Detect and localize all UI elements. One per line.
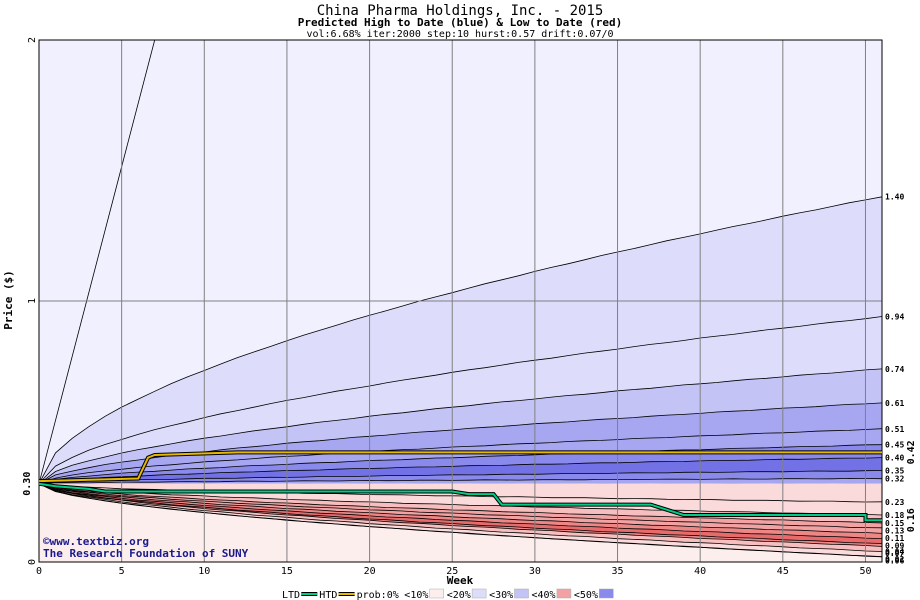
band-end-label: 0.94 [885,313,904,322]
chart-subtitle: Predicted High to Date (blue) & Low to D… [298,16,623,29]
band-end-label: 0.40 [885,454,904,463]
legend-label: <30% [489,590,513,600]
band-end-label: 0.23 [885,498,904,507]
ltd-end-label: 0.16 [906,508,917,532]
chart-params: vol:6.68% iter:2000 step:10 hurst:0.57 d… [306,29,613,40]
upper-outlier-line [38,39,156,484]
legend-label: <50% [574,590,598,600]
band-end-label: 0.35 [885,467,904,476]
y-tick-label: 0 [27,559,38,565]
lower-band-4 [39,483,882,534]
upper-band-8 [39,478,882,484]
x-tick-label: 35 [612,566,624,577]
htd-line [38,451,882,483]
legend: LTD HTD prob:0% <10% <20% <30% <40% <50% [282,588,614,600]
legend-swatch [429,588,444,599]
upper-band-1 [39,316,882,484]
legend-label: <10% [404,590,428,600]
legend-swatch [556,588,572,599]
lower-band-line-6 [38,483,883,544]
upper-band-3 [39,402,882,484]
x-tick-label: 5 [119,566,125,577]
upper-band-line-6 [38,457,883,484]
lower-band-line-4 [38,483,883,534]
band-end-label: 0.06 [885,556,904,565]
x-tick-label: 20 [364,566,376,577]
band-end-label: 0.02 [885,555,904,564]
legend-label: <40% [532,590,556,600]
upper-band-5 [39,444,882,484]
lower-band-line-1 [38,483,883,516]
plot-frame [38,39,883,563]
upper-band-0 [39,196,882,484]
upper-band-line-5 [38,444,883,485]
x-tick-label: 10 [198,566,210,577]
y-axis-label: Price ($) [2,270,15,330]
band-end-label: 0.61 [885,399,904,408]
x-tick-label: 30 [529,566,541,577]
x-tick-label: 15 [281,566,293,577]
upper-band-line-4 [38,428,883,484]
chart-title: China Pharma Holdings, Inc. - 2015 [317,3,604,19]
legend-swatch [514,588,529,599]
upper-band-4 [39,428,882,484]
band-end-label: 0.74 [885,365,904,374]
lower-band-6 [39,483,882,544]
band-end-label: 0.11 [885,534,904,543]
band-end-label: 0.32 [885,474,904,483]
y-tick-label: 1 [27,298,38,304]
credit-website: ©www.textbiz.org [43,535,149,548]
upper-band-line-2 [38,368,883,485]
band-end-label: 0.04 [885,548,904,557]
y-tick-label: 2 [27,37,38,43]
credit-organization: The Research Foundation of SUNY [43,547,249,560]
band-end-label: 0.15 [885,519,904,528]
htd-end-label: 0.42 [906,440,917,464]
legend-label: LTD [282,590,300,600]
upper-band-line-1 [38,316,883,484]
x-axis-label: Week [447,574,474,587]
x-tick-label: 40 [694,566,706,577]
lower-band-line-3 [38,483,883,529]
legend-label: <20% [447,590,471,600]
ltd-line [38,482,882,522]
lower-band-1 [39,483,882,515]
legend-label: prob:0% [357,590,399,600]
legend-swatch [471,588,487,599]
lower-band-3 [39,483,882,528]
lower-band-line-7 [38,483,883,547]
band-end-label: 0.13 [885,526,904,535]
band-end-label: 1.40 [885,193,904,202]
x-tick-label: 0 [36,566,42,577]
legend-label: HTD [319,590,337,600]
band-end-label: 0.07 [885,549,904,558]
upper-band-2 [39,368,882,484]
start-price-label: 0.30 [22,472,33,496]
lower-band-line-8 [38,483,883,552]
band-end-label: 0.09 [885,541,904,550]
upper-band-7 [39,470,882,484]
lower-band-line-5 [38,483,883,539]
upper-band-line-7 [38,470,883,485]
band-end-label: 0.51 [885,425,904,434]
lower-band-8 [39,483,882,552]
upper-band-line-8 [38,477,883,485]
x-tick-label: 25 [446,566,458,577]
upper-band-6 [39,457,882,484]
lower-band-9 [39,483,882,557]
band-end-label: 0.18 [885,511,904,520]
band-end-label: 0.45 [885,441,904,450]
x-tick-label: 50 [859,566,871,577]
legend-swatch [599,588,614,599]
lower-outlier-line [38,483,883,558]
x-tick-label: 45 [777,566,789,577]
upper-band-line-0 [38,196,883,484]
lower-band-line-2 [38,483,883,524]
lower-band-5 [39,483,882,539]
